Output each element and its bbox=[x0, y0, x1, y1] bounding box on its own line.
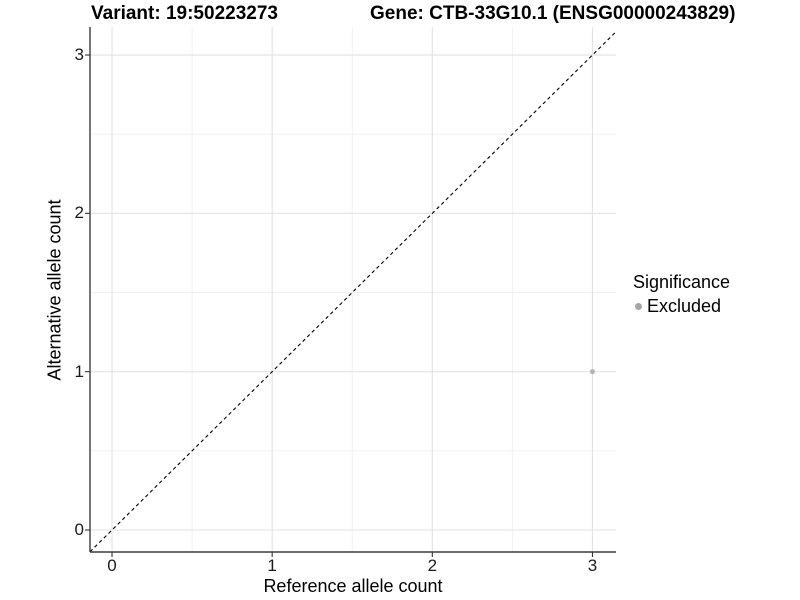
x-tick-label: 0 bbox=[107, 556, 117, 575]
x-axis-title: Reference allele count bbox=[263, 576, 443, 596]
legend-entries: Excluded bbox=[633, 296, 798, 316]
x-tick-label: 1 bbox=[267, 556, 277, 575]
y-tick-label: 3 bbox=[74, 45, 84, 65]
plot-title-gene: Gene: CTB-33G10.1 (ENSG00000243829) bbox=[370, 3, 736, 24]
legend: Significance Excluded bbox=[633, 272, 798, 316]
identity-dashed-line bbox=[89, 31, 617, 553]
x-tick-label: 2 bbox=[427, 556, 438, 575]
legend-key-dot-icon bbox=[635, 302, 642, 310]
data-point bbox=[589, 369, 595, 375]
legend-entry: Excluded bbox=[633, 296, 798, 316]
y-tick-label: 2 bbox=[74, 203, 84, 223]
plot-title-variant: Variant: 19:50223273 bbox=[91, 3, 278, 24]
x-tick-label: 3 bbox=[587, 556, 598, 575]
y-axis-title: Alternative allele count bbox=[44, 199, 65, 381]
legend-title: Significance bbox=[633, 272, 731, 292]
y-tick-label: 0 bbox=[74, 519, 84, 539]
legend-entry-label: Excluded bbox=[647, 296, 722, 316]
y-tick-label: 1 bbox=[74, 361, 84, 381]
